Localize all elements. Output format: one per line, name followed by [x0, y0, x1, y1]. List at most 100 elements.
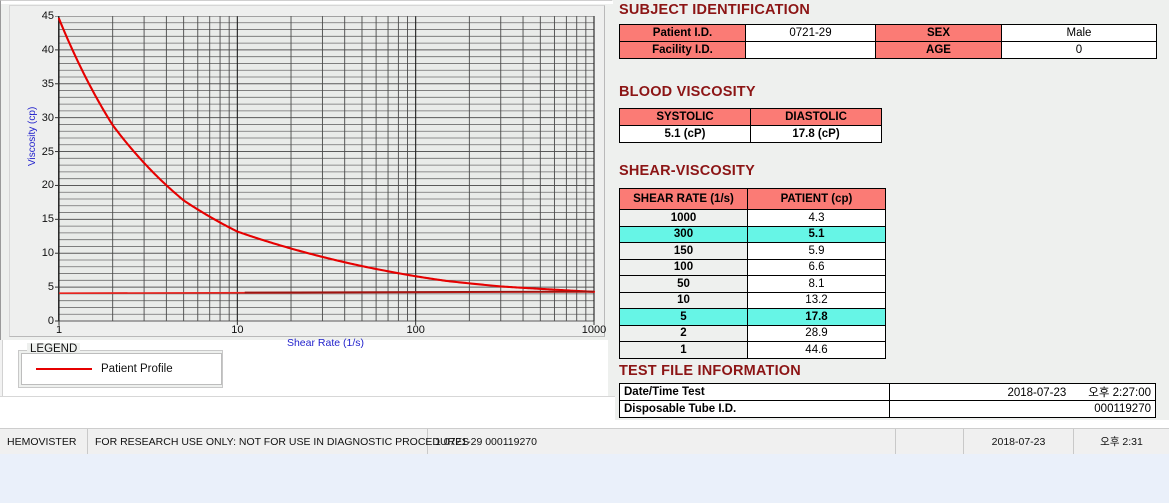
legend: LEGEND Patient Profile	[18, 343, 223, 388]
x-axis-tick: 1	[55, 324, 63, 336]
shear-rate-cell: 100	[619, 258, 748, 276]
table-row: Date/Time Test 2018-07-23 오후 2:27:00	[619, 383, 1156, 401]
legend-title: LEGEND	[27, 343, 81, 355]
table-header-row: SHEAR RATE (1/s) PATIENT (cp)	[619, 188, 886, 210]
y-axis-tick: 45	[41, 10, 54, 22]
table-row: Disposable Tube I.D. 000119270	[619, 400, 1156, 418]
table-row: SYSTOLIC DIASTOLIC	[619, 108, 882, 126]
age-label: AGE	[875, 41, 1002, 59]
age-value: 0	[1001, 41, 1157, 59]
facility-id-label: Facility I.D.	[619, 41, 746, 59]
tube-id-label: Disposable Tube I.D.	[619, 400, 890, 418]
patient-viscosity-cell: 44.6	[747, 341, 886, 359]
shear-rate-cell: 5	[619, 308, 748, 326]
table-row: 1 44.6	[619, 341, 886, 359]
sex-value: Male	[1001, 24, 1157, 42]
x-axis-tick: 100	[406, 324, 425, 336]
shear-rate-cell: 300	[619, 225, 748, 243]
patient-viscosity-cell: 28.9	[747, 324, 886, 342]
facility-id-value	[745, 41, 876, 59]
shear-viscosity-rows: 1000 4.3 300 5.1 150 5.9 100 6.6 50 8.1 10 13.2 5 17.…	[619, 209, 886, 359]
diastolic-label: DIASTOLIC	[750, 108, 882, 126]
patient-id-value: 0721-29	[745, 24, 876, 42]
shear-rate-cell: 50	[619, 275, 748, 293]
plot-area: 0 5 10 15 20 25 30 35 40 45 1 10 100 1000	[42, 10, 606, 336]
shear-rate-cell: 1	[619, 341, 748, 359]
table-row: 100 6.6	[619, 258, 886, 276]
diastolic-value: 17.8 (cP)	[750, 125, 882, 143]
test-date: 2018-07-23	[1007, 387, 1067, 399]
y-axis-tick: 20	[41, 179, 54, 192]
patient-viscosity-cell: 4.3	[747, 209, 886, 227]
shear-viscosity-table: SHEAR RATE (1/s) PATIENT (cp) 1000 4.3 300…	[619, 188, 886, 359]
datetime-value: 2018-07-23 오후 2:27:00	[889, 383, 1156, 401]
systolic-label: SYSTOLIC	[619, 108, 751, 126]
y-axis-tick: 35	[41, 77, 54, 90]
patient-viscosity-cell: 8.1	[747, 275, 886, 293]
systolic-value: 5.1 (cP)	[619, 125, 751, 143]
shear-rate-cell: 2	[619, 324, 748, 342]
patient-viscosity-cell: 5.1	[747, 225, 886, 243]
subject-identification-table: Patient I.D. 0721-29 SEX Male Facility I…	[619, 24, 1157, 59]
desktop-background	[0, 454, 1169, 503]
y-axis-tick: 5	[47, 281, 54, 294]
section-title-blood-viscosity: BLOOD VISCOSITY	[619, 84, 756, 100]
y-axis-label: Viscosity (cp)	[27, 106, 38, 166]
table-row: 50 8.1	[619, 275, 886, 293]
table-row: 10 13.2	[619, 291, 886, 309]
section-title-shear-viscosity: SHEAR-VISCOSITY	[619, 163, 755, 179]
shear-rate-cell: 10	[619, 291, 748, 309]
section-title-subject: SUBJECT IDENTIFICATION	[619, 2, 811, 18]
y-axis-tick: 15	[41, 213, 54, 226]
patient-viscosity-cell: 5.9	[747, 242, 886, 260]
plot-svg	[55, 16, 596, 325]
shear-rate-cell: 150	[619, 242, 748, 260]
tube-id-value: 000119270	[889, 400, 1156, 418]
section-title-test-file: TEST FILE INFORMATION	[619, 363, 801, 379]
datetime-label: Date/Time Test	[619, 383, 890, 401]
test-time: 오후 2:27:00	[1088, 387, 1151, 399]
chart-surface: Viscosity (cp) 0 5 10 15 20 25 30 35 40 45 1 10 100 1…	[9, 5, 606, 349]
status-date: 2018-07-23	[964, 429, 1074, 454]
status-notice: FOR RESEARCH USE ONLY: NOT FOR USE IN DI…	[88, 429, 469, 454]
report-panel: SUBJECT IDENTIFICATION Patient I.D. 0721…	[615, 0, 1169, 420]
panel-top-strip	[1, 1, 613, 4]
table-row: Facility I.D. AGE 0	[619, 41, 1157, 59]
y-axis-tick: 25	[41, 145, 54, 158]
status-ids: 1 0721-29 000119270	[428, 429, 896, 454]
patient-viscosity-cell: 13.2	[747, 291, 886, 309]
sex-label: SEX	[875, 24, 1002, 42]
legend-color-swatch	[36, 368, 92, 370]
table-row: 2 28.9	[619, 324, 886, 342]
legend-item-patient-profile[interactable]: Patient Profile	[21, 353, 222, 385]
y-axis-tick: 40	[41, 43, 54, 56]
blood-viscosity-table: SYSTOLIC DIASTOLIC 5.1 (cP) 17.8 (cP)	[619, 108, 882, 143]
table-row: 150 5.9	[619, 242, 886, 260]
shear-rate-cell: 1000	[619, 209, 748, 227]
x-axis-label: Shear Rate (1/s)	[286, 337, 365, 349]
y-axis-tick: 10	[41, 247, 54, 260]
status-bar: HEMOVISTER FOR RESEARCH USE ONLY: NOT FO…	[0, 428, 1169, 454]
patient-viscosity-cell: 17.8	[747, 308, 886, 326]
status-time: 오후 2:31	[1100, 436, 1143, 448]
patient-id-label: Patient I.D.	[619, 24, 746, 42]
test-file-information-table: Date/Time Test 2018-07-23 오후 2:27:00 Disp…	[619, 383, 1156, 418]
table-row: 5.1 (cP) 17.8 (cP)	[619, 125, 882, 143]
column-header-patient: PATIENT (cp)	[747, 188, 886, 210]
table-row: 1000 4.3	[619, 209, 886, 227]
y-axis-tick: 30	[41, 111, 54, 124]
table-row: Patient I.D. 0721-29 SEX Male	[619, 24, 1157, 42]
legend-item-label: Patient Profile	[101, 363, 173, 375]
y-axis-tick: 0	[47, 315, 54, 327]
chart-panel: Viscosity (cp) 0 5 10 15 20 25 30 35 40 45 1 10 100 1…	[0, 0, 613, 349]
table-row: 5 17.8	[619, 308, 886, 326]
column-header-shear-rate: SHEAR RATE (1/s)	[619, 188, 748, 210]
status-app-name: HEMOVISTER	[0, 429, 88, 454]
status-blank	[896, 429, 964, 454]
x-axis-tick: 10	[231, 324, 244, 336]
patient-viscosity-cell: 6.6	[747, 258, 886, 276]
table-row: 300 5.1	[619, 225, 886, 243]
x-axis-tick: 1000	[581, 324, 607, 336]
content-divider	[0, 396, 1169, 397]
